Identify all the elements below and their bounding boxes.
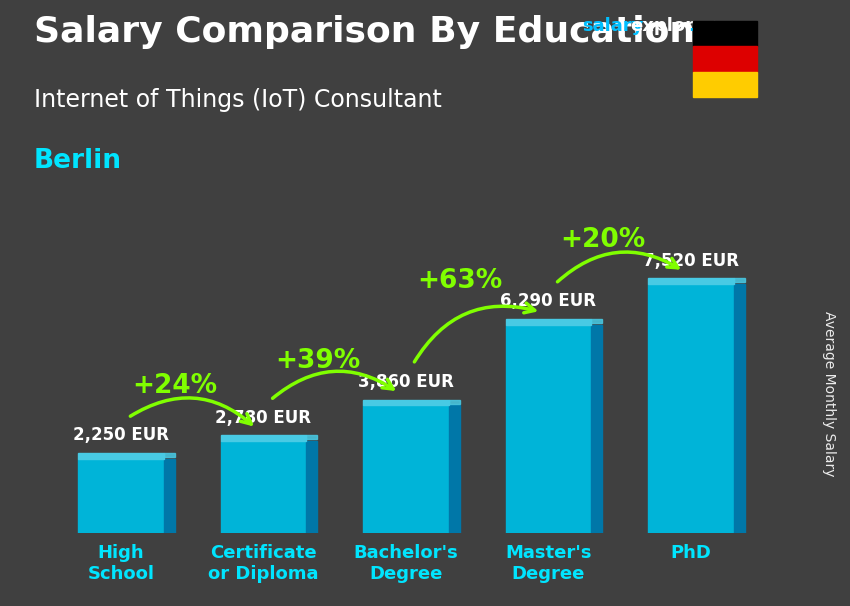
Bar	[734, 278, 745, 282]
Bar	[734, 284, 745, 533]
Text: Berlin: Berlin	[34, 148, 122, 175]
Bar	[78, 453, 163, 459]
Bar	[163, 459, 175, 533]
Text: 7,520 EUR: 7,520 EUR	[643, 251, 739, 270]
Bar	[648, 284, 734, 533]
Bar	[648, 278, 734, 284]
Bar	[306, 441, 317, 533]
Text: Average Monthly Salary: Average Monthly Salary	[822, 311, 836, 477]
Text: 3,860 EUR: 3,860 EUR	[358, 373, 454, 391]
Text: 2,250 EUR: 2,250 EUR	[73, 427, 169, 444]
Text: explorer: explorer	[631, 17, 716, 35]
Text: salary: salary	[582, 17, 643, 35]
Text: Salary Comparison By Education: Salary Comparison By Education	[34, 15, 695, 49]
Bar	[449, 399, 460, 404]
Bar	[306, 435, 317, 439]
Text: 6,290 EUR: 6,290 EUR	[501, 293, 597, 310]
Bar	[506, 325, 591, 533]
Text: Internet of Things (IoT) Consultant: Internet of Things (IoT) Consultant	[34, 88, 442, 112]
Text: +20%: +20%	[560, 227, 645, 253]
Bar	[78, 459, 163, 533]
Text: 2,780 EUR: 2,780 EUR	[215, 409, 311, 427]
Bar	[221, 441, 306, 533]
Bar	[506, 319, 591, 325]
Text: +63%: +63%	[417, 267, 502, 293]
Bar	[221, 435, 306, 441]
Text: +24%: +24%	[133, 373, 218, 399]
Text: +39%: +39%	[275, 348, 360, 374]
Bar	[591, 325, 602, 533]
Bar	[163, 453, 175, 457]
Bar	[363, 405, 449, 533]
Text: .com: .com	[688, 17, 737, 35]
Bar	[363, 399, 449, 405]
Bar	[449, 405, 460, 533]
Bar	[591, 319, 602, 323]
